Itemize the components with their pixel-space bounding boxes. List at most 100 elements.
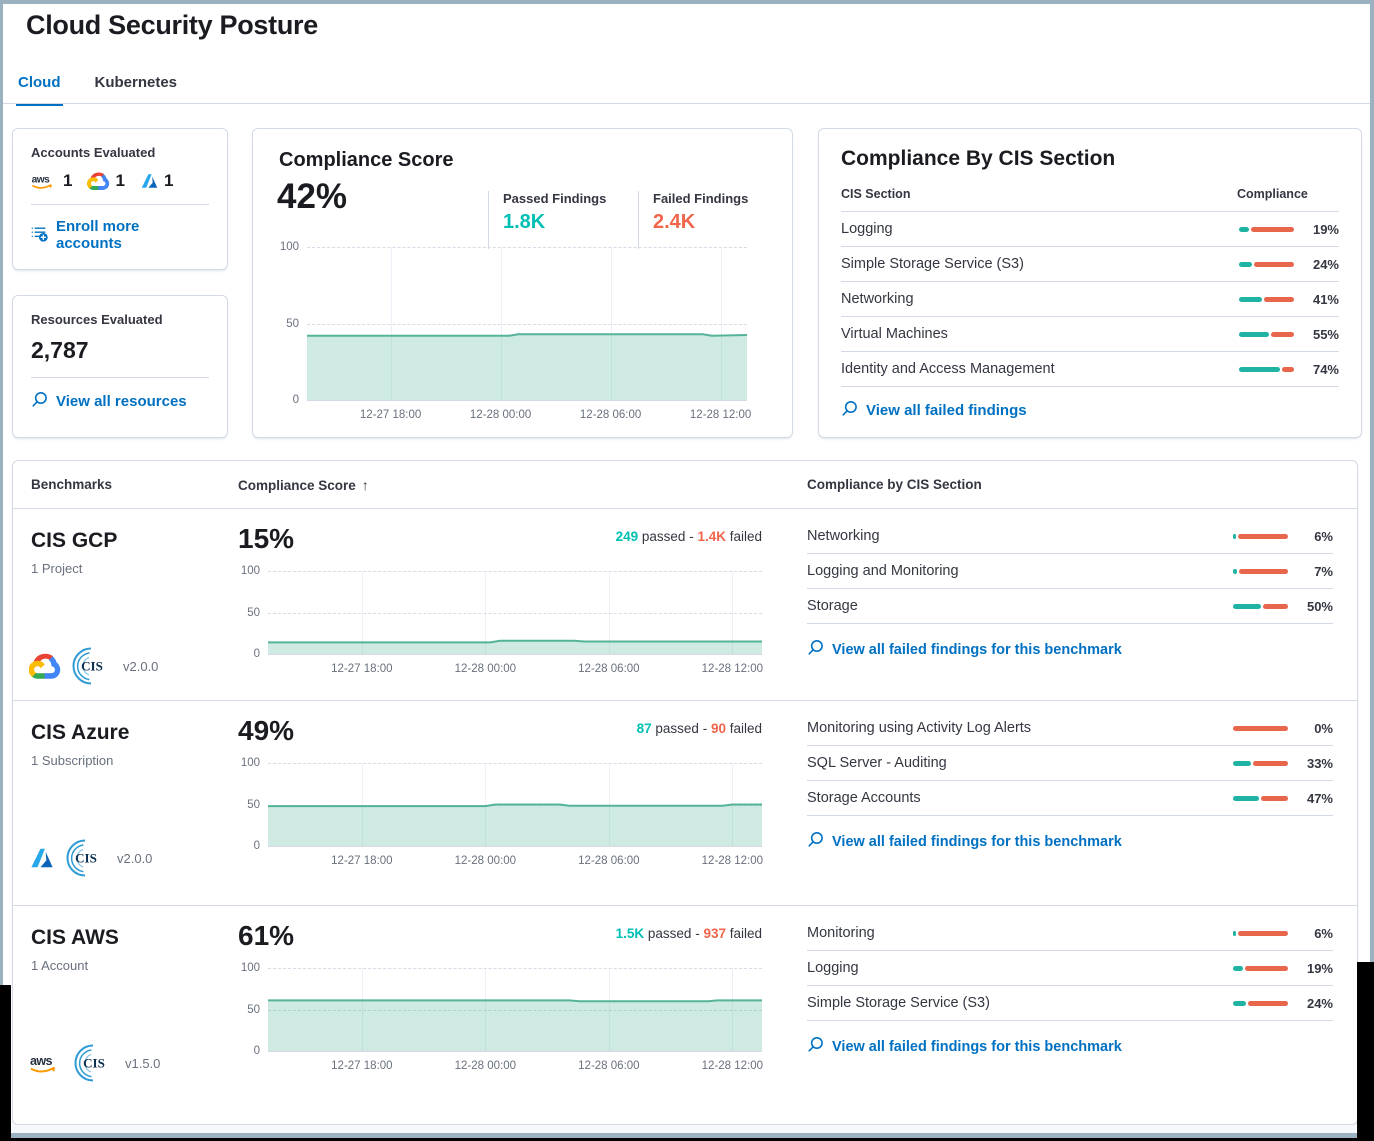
tab-kubernetes[interactable]: Kubernetes <box>94 74 178 91</box>
passed-count: 249 <box>615 529 639 544</box>
y-axis-tick-label: 0 <box>253 648 260 660</box>
y-axis-tick-label: 0 <box>253 1045 260 1057</box>
benchmark-info-cell: CIS GCP 1 Project CIS v2.0.0 <box>13 509 238 700</box>
cis-section-label: Simple Storage Service (S3) <box>807 995 990 1011</box>
letterbox-left <box>0 985 11 1141</box>
passed-findings-value: 1.8K <box>503 211 546 233</box>
cis-section-label: Logging <box>807 960 859 976</box>
benchmark-row: CIS AWS 1 Account aws CIS v1.5.0 61% 1.5K pass… <box>13 906 1357 1126</box>
x-axis-tick-label: 12-28 06:00 <box>578 855 640 867</box>
compliance-score-trend-chart: 12-27 18:00 12-28 00:00 12-28 06:00 12-28 1… <box>279 239 766 427</box>
compliance-minibar <box>1239 366 1294 372</box>
compliance-score-column-header[interactable]: Compliance Score ↑ <box>238 476 369 493</box>
window-edge-bottom <box>0 1133 1374 1138</box>
view-all-resources-link[interactable]: View all resources <box>31 391 209 412</box>
benchmark-score: 15% <box>238 523 295 554</box>
failed-findings-metric: Failed Findings 2.4K <box>638 191 748 249</box>
search-icon <box>807 639 824 660</box>
cis-section-row: Identity and Access Management 74% <box>841 352 1339 387</box>
compliance-percent: 19% <box>1312 221 1339 237</box>
x-axis-tick-label: 12-28 12:00 <box>701 1060 764 1072</box>
y-axis-tick-label: 0 <box>253 840 260 852</box>
svg-text:CIS: CIS <box>75 851 97 866</box>
benchmark-score: 61% <box>238 920 295 951</box>
provider-counts: aws 1 1 1 <box>31 171 209 191</box>
y-axis-tick-label: 50 <box>286 317 299 330</box>
provider-count-aws: aws 1 <box>31 171 73 191</box>
provider-count-azure: 1 <box>140 171 173 191</box>
x-axis-tick-label: 12-28 00:00 <box>454 855 517 867</box>
cis-table-header: CIS Section Compliance <box>841 187 1339 212</box>
passed-failed-counts: 87 passed - 90 failed <box>636 721 762 736</box>
view-all-resources-label: View all resources <box>56 393 187 410</box>
benchmarks-card: Benchmarks Compliance Score ↑ Compliance … <box>12 460 1358 1125</box>
azure-logo <box>29 847 55 869</box>
enroll-more-accounts-link[interactable]: Enroll more accounts <box>31 218 209 252</box>
compliance-percent: 0% <box>1314 720 1333 736</box>
compliance-by-cis-section-column-header: Compliance by CIS Section <box>807 477 982 492</box>
compliance-minibar <box>1233 795 1288 801</box>
window-edge-top <box>0 0 1374 4</box>
compliance-column-header: Compliance <box>1237 187 1308 201</box>
compliance-by-cis-section-card: Compliance By CIS Section CIS Section Co… <box>818 128 1362 438</box>
sort-ascending-icon: ↑ <box>361 476 369 493</box>
benchmark-cis-sections-cell: Monitoring using Activity Log Alerts 0% SQ… <box>795 701 1357 905</box>
enroll-accounts-icon <box>31 225 48 246</box>
enroll-more-accounts-label: Enroll more accounts <box>56 218 140 252</box>
compliance-minibar <box>1239 296 1294 302</box>
cis-benchmark-logo: CIS <box>74 1044 112 1082</box>
compliance-percent: 47% <box>1306 790 1333 806</box>
cis-section-row: Logging 19% <box>841 212 1339 247</box>
resources-evaluated-title: Resources Evaluated <box>31 312 163 327</box>
benchmark-trend-chart: 12-27 18:00 12-28 00:00 12-28 06:00 12-28 1… <box>238 962 795 1078</box>
benchmark-trend-chart: 12-27 18:00 12-28 00:00 12-28 06:00 12-28 1… <box>238 757 795 873</box>
view-benchmark-failed-findings-link[interactable]: View all failed findings for this benchm… <box>807 639 1333 660</box>
x-axis-tick-label: 12-28 06:00 <box>579 409 642 421</box>
x-axis-tick-label: 12-27 18:00 <box>331 1060 393 1072</box>
compliance-minibar <box>1233 1000 1288 1006</box>
benchmark-logos: CIS v2.0.0 <box>29 839 152 877</box>
x-axis-tick-label: 12-28 06:00 <box>578 1060 640 1072</box>
tab-bar: Cloud Kubernetes <box>16 70 179 106</box>
compliance-percent: 7% <box>1314 563 1333 579</box>
cis-section-label: Virtual Machines <box>841 326 948 342</box>
x-axis-tick-label: 12-28 12:00 <box>701 855 764 867</box>
x-axis-tick-label: 12-28 00:00 <box>469 409 532 421</box>
benchmark-version: v1.5.0 <box>125 1055 161 1071</box>
benchmark-version: v2.0.0 <box>117 850 153 866</box>
cis-section-row: Storage 50% <box>807 589 1333 624</box>
compliance-percent: 50% <box>1306 598 1333 614</box>
benchmark-info-cell: CIS Azure 1 Subscription CIS v2.0.0 <box>13 701 238 905</box>
failed-findings-label: Failed Findings <box>653 191 749 206</box>
header-divider <box>0 103 1374 104</box>
cis-section-row: Logging 19% <box>807 951 1333 986</box>
y-axis-tick-label: 100 <box>279 241 299 253</box>
svg-text:CIS: CIS <box>83 1056 105 1071</box>
benchmark-score-cell: 49% 87 passed - 90 failed 12-27 18:00 12-28… <box>238 701 795 905</box>
search-icon <box>31 391 48 412</box>
cis-section-label: Logging and Monitoring <box>807 563 959 579</box>
cis-section-label: SQL Server - Auditing <box>807 755 947 771</box>
x-axis-tick-label: 12-28 00:00 <box>454 663 517 675</box>
view-benchmark-failed-findings-label: View all failed findings for this benchm… <box>832 833 1122 850</box>
search-icon <box>841 400 858 421</box>
benchmark-score-cell: 61% 1.5K passed - 937 failed 12-27 18:00 12… <box>238 906 795 1126</box>
compliance-minibar <box>1239 226 1294 232</box>
x-axis-tick-label: 12-28 12:00 <box>701 663 764 675</box>
view-benchmark-failed-findings-link[interactable]: View all failed findings for this benchm… <box>807 1036 1333 1057</box>
failed-count: 1.4K <box>697 529 726 544</box>
view-all-failed-findings-link[interactable]: View all failed findings <box>841 400 1339 421</box>
benchmark-logos: aws CIS v1.5.0 <box>29 1044 160 1082</box>
cis-section-row: Simple Storage Service (S3) 24% <box>807 986 1333 1021</box>
failed-count: 90 <box>710 721 726 736</box>
benchmark-version: v2.0.0 <box>123 658 159 674</box>
tab-cloud[interactable]: Cloud <box>16 70 63 106</box>
compliance-percent: 19% <box>1306 960 1333 976</box>
compliance-minibar <box>1233 568 1288 574</box>
view-benchmark-failed-findings-link[interactable]: View all failed findings for this benchm… <box>807 831 1333 852</box>
passed-findings-metric: Passed Findings 1.8K <box>488 191 606 249</box>
divider <box>31 377 209 378</box>
benchmark-name: CIS AWS <box>31 926 119 949</box>
cis-section-label: Networking <box>841 291 914 307</box>
svg-text:CIS: CIS <box>81 659 103 674</box>
